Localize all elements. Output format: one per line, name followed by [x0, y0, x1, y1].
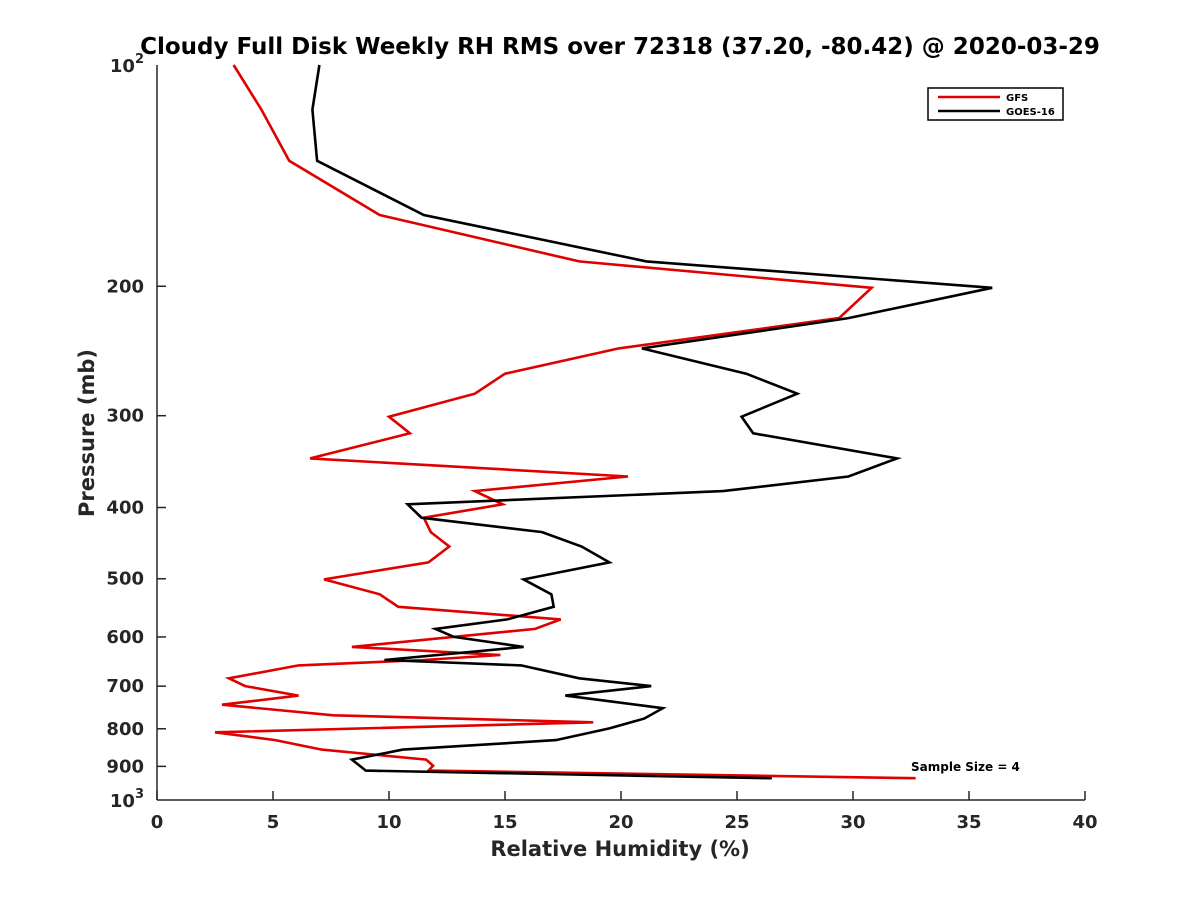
y-tick-label-300: 300 [106, 406, 144, 427]
y-tick-label-800: 800 [106, 719, 144, 740]
legend: GFS GOES-16 [927, 87, 1064, 121]
x-tick-label-30: 30 [840, 812, 865, 833]
y-tick-label-600: 600 [106, 627, 144, 648]
x-tick-label-0: 0 [151, 812, 164, 833]
sample-size-annotation: Sample Size = 4 [911, 760, 1020, 774]
legend-label-gfs: GFS [1006, 93, 1028, 104]
x-tick-label-15: 15 [492, 812, 517, 833]
x-tick-label-20: 20 [608, 812, 633, 833]
x-tick-label-25: 25 [724, 812, 749, 833]
legend-box [927, 87, 1064, 121]
y-axis-label: Pressure (mb) [75, 349, 99, 517]
x-tick-label-10: 10 [376, 812, 401, 833]
y-tick-label-400: 400 [106, 498, 144, 519]
chart-title: Cloudy Full Disk Weekly RH RMS over 7231… [140, 34, 1100, 60]
y-tick-label-500: 500 [106, 569, 144, 590]
x-tick-label-40: 40 [1072, 812, 1097, 833]
x-axis-label: Relative Humidity (%) [490, 837, 749, 861]
legend-label-goes-16: GOES-16 [1006, 107, 1055, 118]
x-tick-label-5: 5 [267, 812, 280, 833]
series-line-goes-16 [311, 64, 993, 780]
series-line-gfs [214, 64, 916, 780]
y-tick-label-200: 200 [106, 276, 144, 297]
y-tick-label-1000: 103 [110, 787, 144, 812]
y-tick-label-700: 700 [106, 676, 144, 697]
y-tick-label-100: 102 [110, 52, 144, 77]
x-tick-label-35: 35 [956, 812, 981, 833]
series-layer [214, 64, 993, 780]
y-tick-label-900: 900 [106, 756, 144, 777]
axes: 0 5 10 15 20 25 30 35 40 200 300 400 500 600 700 800 900… [106, 52, 1097, 833]
